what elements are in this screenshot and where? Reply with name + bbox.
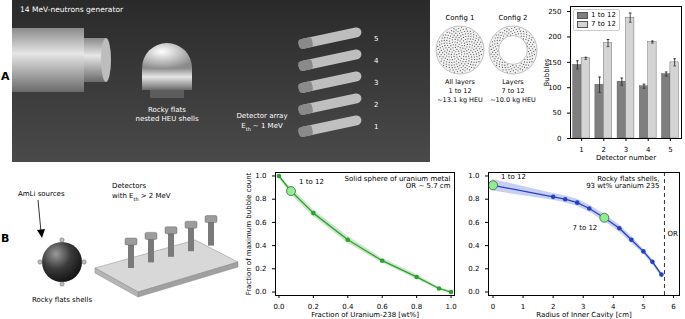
svg-text:OR: OR [667,230,678,238]
svg-text:1 to 12: 1 to 12 [501,173,526,181]
svg-text:14 MeV-neutrons generator: 14 MeV-neutrons generator [20,5,124,14]
svg-text:1.0: 1.0 [468,172,479,180]
svg-text:Eth~ 1 MeV: Eth~ 1 MeV [241,122,283,132]
svg-text:0.4: 0.4 [255,242,267,250]
svg-text:Config 1: Config 1 [445,14,474,22]
html-text:1 to 12: 1 to 12 [591,11,616,19]
svg-text:0.8: 0.8 [255,195,266,203]
svg-text:0.8: 0.8 [468,195,479,203]
svg-text:Layers: Layers [502,78,524,86]
svg-text:1 to 12: 1 to 12 [448,87,471,95]
svg-text:Bubbles: Bubbles [543,58,551,86]
svg-text:Config 2: Config 2 [498,14,527,22]
svg-text:0.2: 0.2 [255,265,266,273]
svg-text:0.6: 0.6 [376,303,388,312]
svg-text:100: 100 [548,84,562,92]
svg-text:1.0: 1.0 [255,172,266,180]
svg-text:2: 2 [550,303,556,312]
svg-text:250: 250 [548,8,561,16]
svg-text:0.2: 0.2 [307,303,319,312]
svg-text:5: 5 [374,35,378,43]
svg-text:Detector number: Detector number [596,154,656,162]
svg-text:2: 2 [374,101,378,109]
svg-text:4: 4 [646,146,651,155]
svg-text:Solid sphere of uranium metalO: Solid sphere of uranium metalOR ~ 5.7 cm [345,175,451,190]
svg-text:2: 2 [601,146,606,155]
svg-text:0.0: 0.0 [468,288,479,296]
svg-text:0: 0 [557,135,561,143]
svg-text:0.4: 0.4 [468,242,480,250]
svg-text:3: 3 [374,79,378,87]
svg-text:4: 4 [374,57,379,65]
svg-text:7 to 12: 7 to 12 [501,87,524,95]
svg-text:6: 6 [671,303,676,311]
svg-text:0.0: 0.0 [255,288,266,296]
svg-text:7 to 12: 7 to 12 [572,224,597,232]
svg-text:Fraction of maximum bubble cou: Fraction of maximum bubble count [245,172,253,295]
svg-text:with Eth> 2 MeV: with Eth> 2 MeV [112,192,171,202]
svg-text:0.0: 0.0 [273,303,284,311]
svg-text:0.4: 0.4 [342,303,354,312]
svg-text:1: 1 [521,303,525,311]
svg-text:0.6: 0.6 [255,219,267,227]
svg-text:Detector array: Detector array [236,112,287,120]
svg-text:~13.1 kg HEU: ~13.1 kg HEU [437,96,483,104]
svg-text:3: 3 [581,303,586,312]
svg-text:AmLi sources: AmLi sources [18,190,65,198]
svg-text:1.0: 1.0 [445,303,456,311]
svg-text:1: 1 [374,123,378,131]
svg-text:Detectors: Detectors [112,182,147,190]
svg-text:A: A [1,70,10,83]
svg-text:nested HEU shells: nested HEU shells [135,115,198,123]
svg-text:4: 4 [611,303,616,312]
svg-text:200: 200 [548,33,561,41]
svg-text:0.6: 0.6 [468,219,480,227]
svg-text:Rocky flats shells: Rocky flats shells [32,296,92,304]
svg-text:1: 1 [579,146,583,154]
svg-text:~10.0 kg HEU: ~10.0 kg HEU [490,96,536,104]
svg-text:3: 3 [623,146,629,155]
svg-text:150: 150 [548,58,562,67]
svg-text:0: 0 [491,303,495,311]
svg-text:Radius of Inner Cavity [cm]: Radius of Inner Cavity [cm] [536,311,632,319]
svg-text:5: 5 [668,146,672,154]
svg-text:1 to 12: 1 to 12 [299,178,324,186]
svg-text:Fraction of Uranium-238 [wt%]: Fraction of Uranium-238 [wt%] [311,311,419,319]
svg-text:All layers: All layers [445,78,475,86]
svg-text:0.8: 0.8 [411,303,423,312]
svg-text:0.2: 0.2 [468,265,479,273]
svg-text:5: 5 [641,303,645,311]
svg-text:50: 50 [553,109,562,117]
html-text:7 to 12: 7 to 12 [591,20,616,28]
svg-text:B: B [1,232,9,245]
svg-text:Rocky flats shells,93 wt% uran: Rocky flats shells,93 wt% uranium 235 [586,175,659,190]
svg-text:Rocky flats: Rocky flats [148,106,186,114]
